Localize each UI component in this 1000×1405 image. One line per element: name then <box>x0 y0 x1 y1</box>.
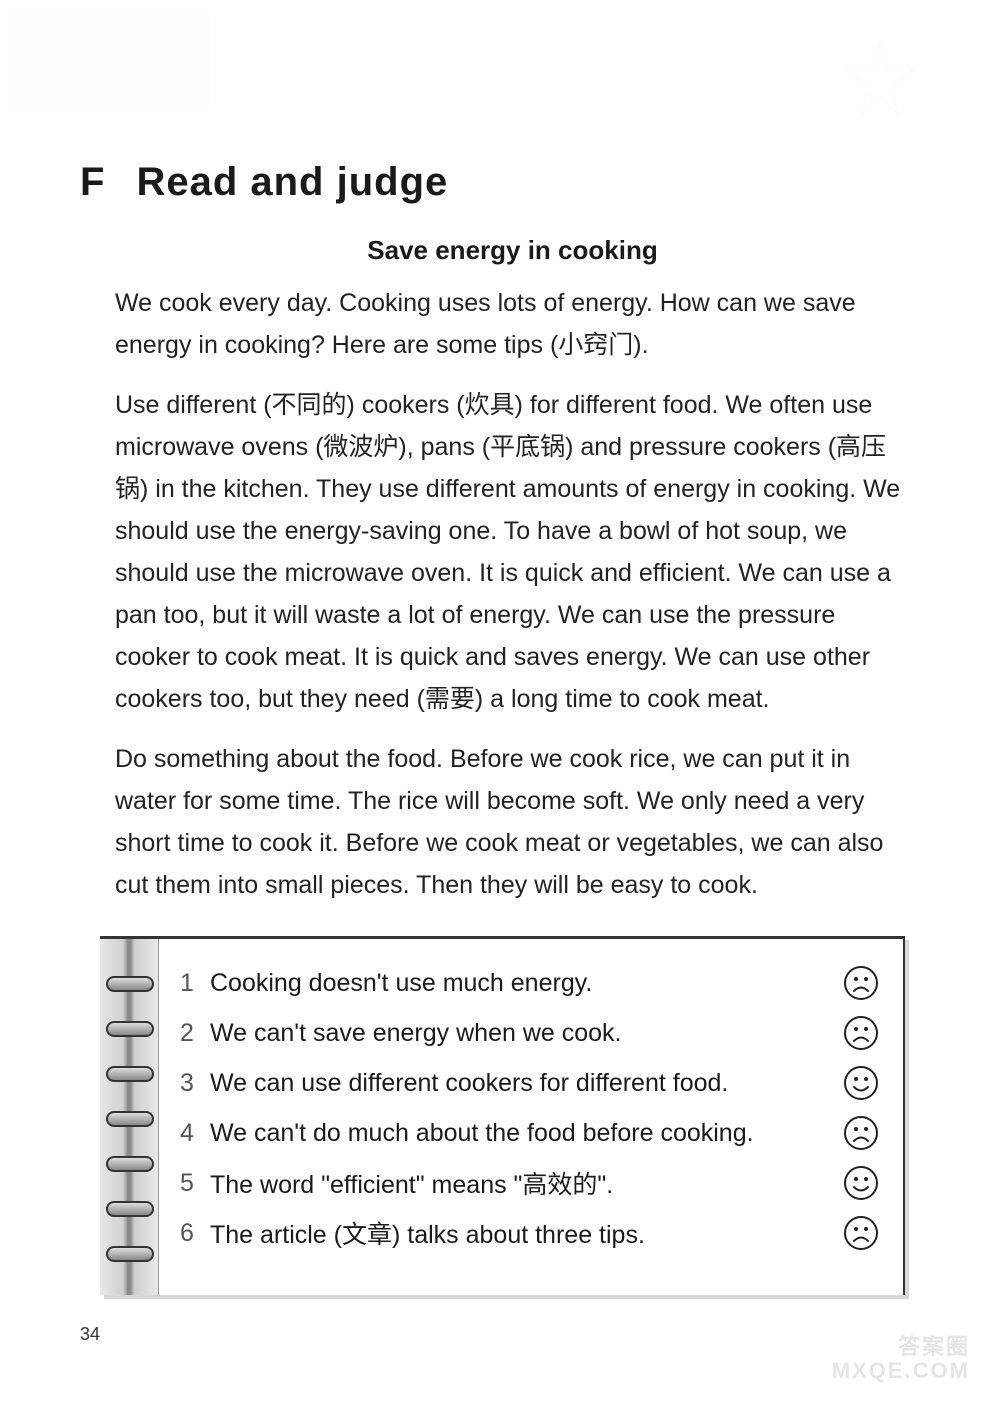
section-header: F Read and judge <box>80 160 905 205</box>
judge-text: The word "efficient" means "高效的". <box>210 1165 843 1201</box>
judge-text: We can use different cookers for differe… <box>210 1069 843 1098</box>
sad-face-icon <box>843 965 879 1001</box>
background-noise <box>10 10 210 110</box>
passage-paragraph: Do something about the food. Before we c… <box>115 738 905 906</box>
page-content: F Read and judge Save energy in cooking … <box>0 0 1000 1295</box>
judge-number: 4 <box>180 1119 210 1148</box>
binder-rings <box>106 959 154 1275</box>
sad-face-icon <box>843 1015 879 1051</box>
ring-icon <box>106 973 154 991</box>
judge-box: 1Cooking doesn't use much energy.2We can… <box>100 936 905 1295</box>
section-letter: F <box>80 160 106 205</box>
judge-row: 1Cooking doesn't use much energy. <box>180 965 879 1001</box>
sad-face-icon <box>843 1115 879 1151</box>
passage-body: We cook every day. Cooking uses lots of … <box>115 282 905 906</box>
judge-text: We can't save energy when we cook. <box>210 1019 843 1048</box>
judge-row: 4We can't do much about the food before … <box>180 1115 879 1151</box>
passage-title: Save energy in cooking <box>120 235 905 266</box>
watermark: 答案圈 MXQE.COM <box>832 1335 970 1383</box>
sad-face-icon <box>843 1215 879 1251</box>
judge-number: 3 <box>180 1069 210 1098</box>
ring-icon <box>106 1108 154 1126</box>
happy-face-icon <box>843 1165 879 1201</box>
judge-row: 6The article (文章) talks about three tips… <box>180 1215 879 1251</box>
section-title: Read and judge <box>136 160 448 205</box>
judge-row: 5The word "efficient" means "高效的". <box>180 1165 879 1201</box>
ring-icon <box>106 1063 154 1081</box>
judge-number: 6 <box>180 1219 210 1248</box>
page-number: 34 <box>80 1324 100 1345</box>
ring-icon <box>106 1018 154 1036</box>
judge-list: 1Cooking doesn't use much energy.2We can… <box>180 965 879 1251</box>
ring-icon <box>106 1198 154 1216</box>
judge-row: 2We can't save energy when we cook. <box>180 1015 879 1051</box>
judge-number: 5 <box>180 1169 210 1198</box>
ring-icon <box>106 1153 154 1171</box>
happy-face-icon <box>843 1065 879 1101</box>
judge-number: 1 <box>180 969 210 998</box>
judge-text: The article (文章) talks about three tips. <box>210 1215 843 1251</box>
judge-text: We can't do much about the food before c… <box>210 1119 843 1148</box>
judge-row: 3We can use different cookers for differ… <box>180 1065 879 1101</box>
judge-number: 2 <box>180 1019 210 1048</box>
ring-icon <box>106 1243 154 1261</box>
passage-paragraph: Use different (不同的) cookers (炊具) for dif… <box>115 384 905 720</box>
star-decoration-icon <box>840 40 920 120</box>
judge-text: Cooking doesn't use much energy. <box>210 969 843 998</box>
passage-paragraph: We cook every day. Cooking uses lots of … <box>115 282 905 366</box>
watermark-line: 答案圈 <box>832 1335 970 1359</box>
watermark-line: MXQE.COM <box>832 1359 970 1383</box>
